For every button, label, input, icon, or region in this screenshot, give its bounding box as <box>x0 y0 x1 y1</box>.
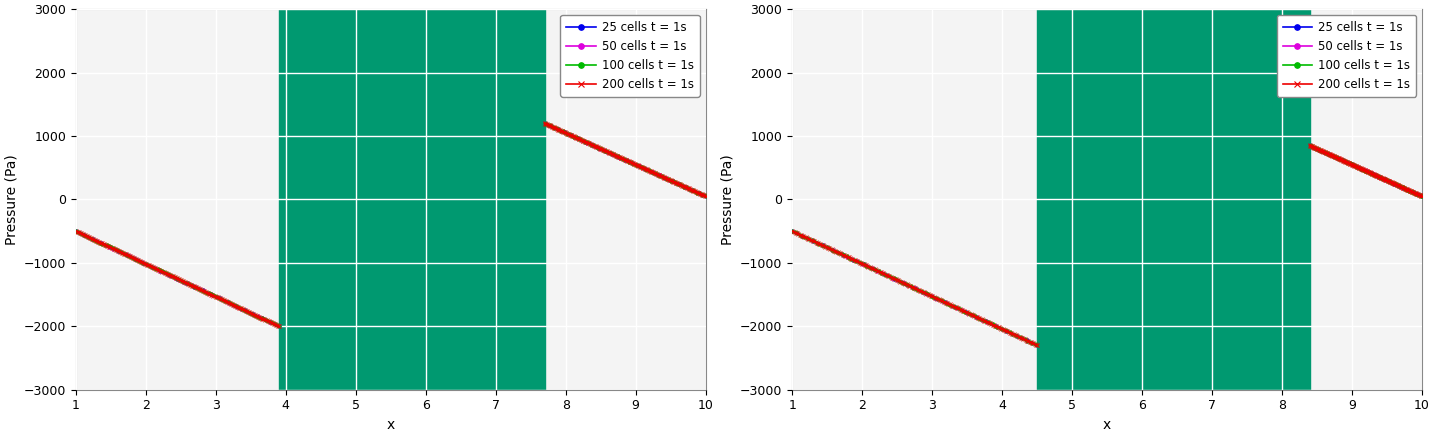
Legend: 25 cells t = 1s, 50 cells t = 1s, 100 cells t = 1s, 200 cells t = 1s: 25 cells t = 1s, 50 cells t = 1s, 100 ce… <box>1276 15 1415 97</box>
Bar <box>278 9 545 389</box>
Y-axis label: Pressure (Pa): Pressure (Pa) <box>4 154 19 245</box>
Legend: 25 cells t = 1s, 50 cells t = 1s, 100 cells t = 1s, 200 cells t = 1s: 25 cells t = 1s, 50 cells t = 1s, 100 ce… <box>561 15 700 97</box>
X-axis label: x: x <box>1103 418 1111 432</box>
Bar <box>1037 9 1309 389</box>
Y-axis label: Pressure (Pa): Pressure (Pa) <box>720 154 734 245</box>
X-axis label: x: x <box>387 418 394 432</box>
